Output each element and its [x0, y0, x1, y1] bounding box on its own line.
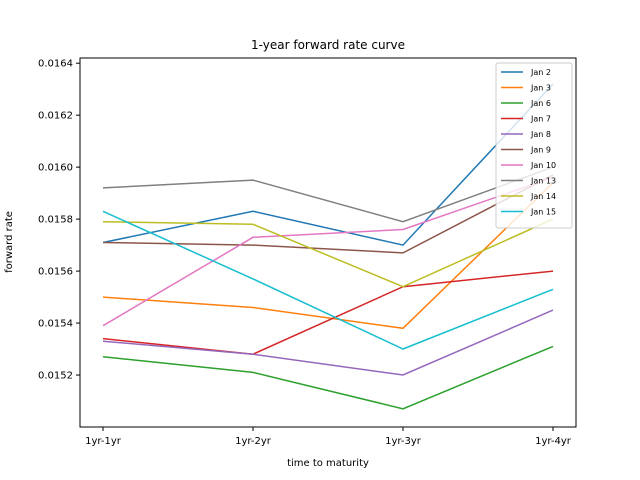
legend-label: Jan 13 [530, 177, 556, 186]
y-tick-label: 0.0160 [38, 163, 73, 174]
x-axis-title: time to maturity [287, 458, 369, 469]
series-line-jan-9 [102, 174, 554, 254]
series-line-jan-8 [102, 309, 554, 376]
legend-label: Jan 8 [530, 130, 551, 139]
series-line-jan-13 [102, 166, 554, 223]
series-line-jan-10 [102, 176, 554, 327]
legend-label: Jan 9 [530, 146, 551, 155]
legend-label: Jan 2 [530, 68, 551, 77]
x-tick-label: 1yr-2yr [235, 436, 272, 447]
legend-box [495, 62, 573, 229]
legend-label: Jan 10 [530, 161, 556, 170]
y-tick-label: 0.0164 [38, 59, 73, 70]
y-axis-title: forward rate [4, 211, 15, 273]
y-tick-label: 0.0154 [38, 319, 73, 330]
plot-frame [79, 57, 577, 428]
legend: Jan 2 Jan 3 Jan 6 Jan 7 Jan 8 Jan 9 Jan 10 Jan … [495, 62, 573, 229]
chart-title: 1-year forward rate curve [251, 38, 405, 52]
series-line-jan-14 [102, 218, 554, 288]
y-tick-label: 0.0158 [38, 215, 73, 226]
legend-label: Jan 14 [530, 192, 556, 201]
y-tick-label: 0.0162 [38, 111, 73, 122]
series-line-jan-15 [102, 210, 554, 350]
legend-label: Jan 6 [530, 99, 551, 108]
y-tick-label: 0.0152 [38, 371, 73, 382]
x-axis: 1yr-1yr 1yr-2yr 1yr-3yr 1yr-4yr [85, 427, 572, 447]
y-tick-label: 0.0156 [38, 267, 73, 278]
series-line-jan-6 [102, 345, 554, 410]
series-line-jan-3 [102, 182, 554, 330]
series-line-jan-7 [102, 270, 554, 355]
x-tick-label: 1yr-1yr [85, 436, 122, 447]
y-axis: 0.0152 0.0154 0.0156 0.0158 0.0160 0.0162 0.01… [38, 59, 80, 382]
legend-label: Jan 15 [530, 208, 556, 217]
series-line-jan-2 [102, 83, 554, 246]
x-tick-label: 1yr-4yr [535, 436, 572, 447]
legend-label: Jan 7 [530, 115, 551, 124]
x-tick-label: 1yr-3yr [385, 436, 422, 447]
legend-label: Jan 3 [530, 84, 551, 93]
series-layer [102, 83, 554, 410]
